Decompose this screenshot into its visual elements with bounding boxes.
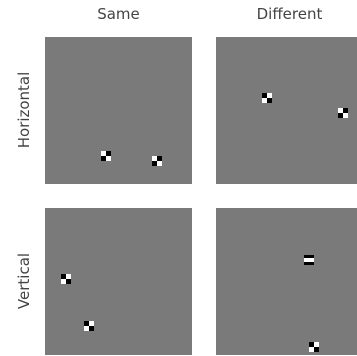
- row-label-vertical: Vertical: [15, 252, 33, 310]
- column-label-different: Different: [256, 5, 323, 23]
- panel-horizontal-same: [45, 37, 192, 184]
- panel-vertical-same: [45, 208, 192, 355]
- panel-horizontal-different: [216, 37, 357, 184]
- stimulus-dot: [262, 93, 272, 103]
- column-label-same: Same: [97, 5, 140, 23]
- stimulus-dot: [84, 321, 94, 331]
- stimulus-dot: [338, 108, 348, 118]
- panel-vertical-different: [216, 208, 357, 355]
- stimulus-dot: [152, 156, 162, 166]
- stimulus-dot: [61, 274, 71, 284]
- stimulus-dot: [101, 151, 111, 161]
- stimulus-dot: [304, 255, 314, 265]
- row-label-horizontal: Horizontal: [15, 71, 33, 149]
- stimulus-dot: [309, 342, 319, 352]
